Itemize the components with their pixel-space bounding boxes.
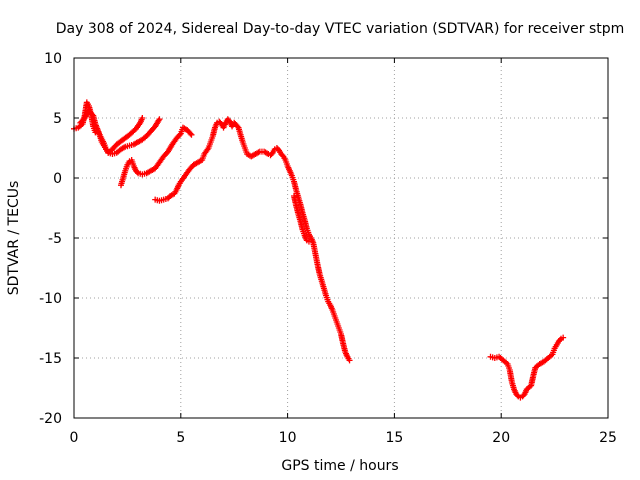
x-axis-label: GPS time / hours xyxy=(281,458,398,474)
data-point xyxy=(514,392,521,399)
y-tick-label: -20 xyxy=(39,411,62,427)
data-point xyxy=(139,115,146,121)
data-point xyxy=(156,116,163,123)
y-tick-label: 0 xyxy=(53,171,62,187)
axis-ticks: 0 5 10 15 20 25 -20 -15 -10 -5 0 5 10 xyxy=(39,51,617,446)
data-point xyxy=(346,357,353,364)
data-point xyxy=(556,337,563,343)
series-segment-1 xyxy=(71,99,163,157)
y-tick-label: 5 xyxy=(53,111,62,127)
y-axis-label: SDTVAR / TECUs xyxy=(6,181,22,296)
x-tick-label: 0 xyxy=(70,430,79,446)
y-tick-label: -10 xyxy=(39,291,62,307)
grid-lines xyxy=(74,58,608,418)
data-point xyxy=(188,131,195,138)
plot-frame xyxy=(73,57,609,419)
data-point xyxy=(176,131,183,138)
y-tick-label: 10 xyxy=(44,51,62,67)
series-segment-3 xyxy=(117,124,195,189)
chart-title: Day 308 of 2024, Sidereal Day-to-day VTE… xyxy=(56,21,625,37)
data-point xyxy=(305,238,312,245)
series-segment-4 xyxy=(152,116,353,364)
x-tick-label: 25 xyxy=(599,430,617,446)
series-segment-5 xyxy=(291,193,312,245)
data-points xyxy=(71,99,567,401)
x-tick-label: 15 xyxy=(385,430,403,446)
series-segment-6 xyxy=(487,334,567,401)
x-tick-label: 5 xyxy=(176,430,185,446)
data-point xyxy=(134,169,141,175)
x-tick-label: 20 xyxy=(492,430,510,446)
x-tick-label: 10 xyxy=(279,430,297,446)
y-tick-label: -5 xyxy=(48,231,62,247)
data-point xyxy=(187,130,194,137)
y-tick-label: -15 xyxy=(39,351,62,367)
series-segment-2 xyxy=(77,107,146,156)
data-point xyxy=(560,334,567,341)
